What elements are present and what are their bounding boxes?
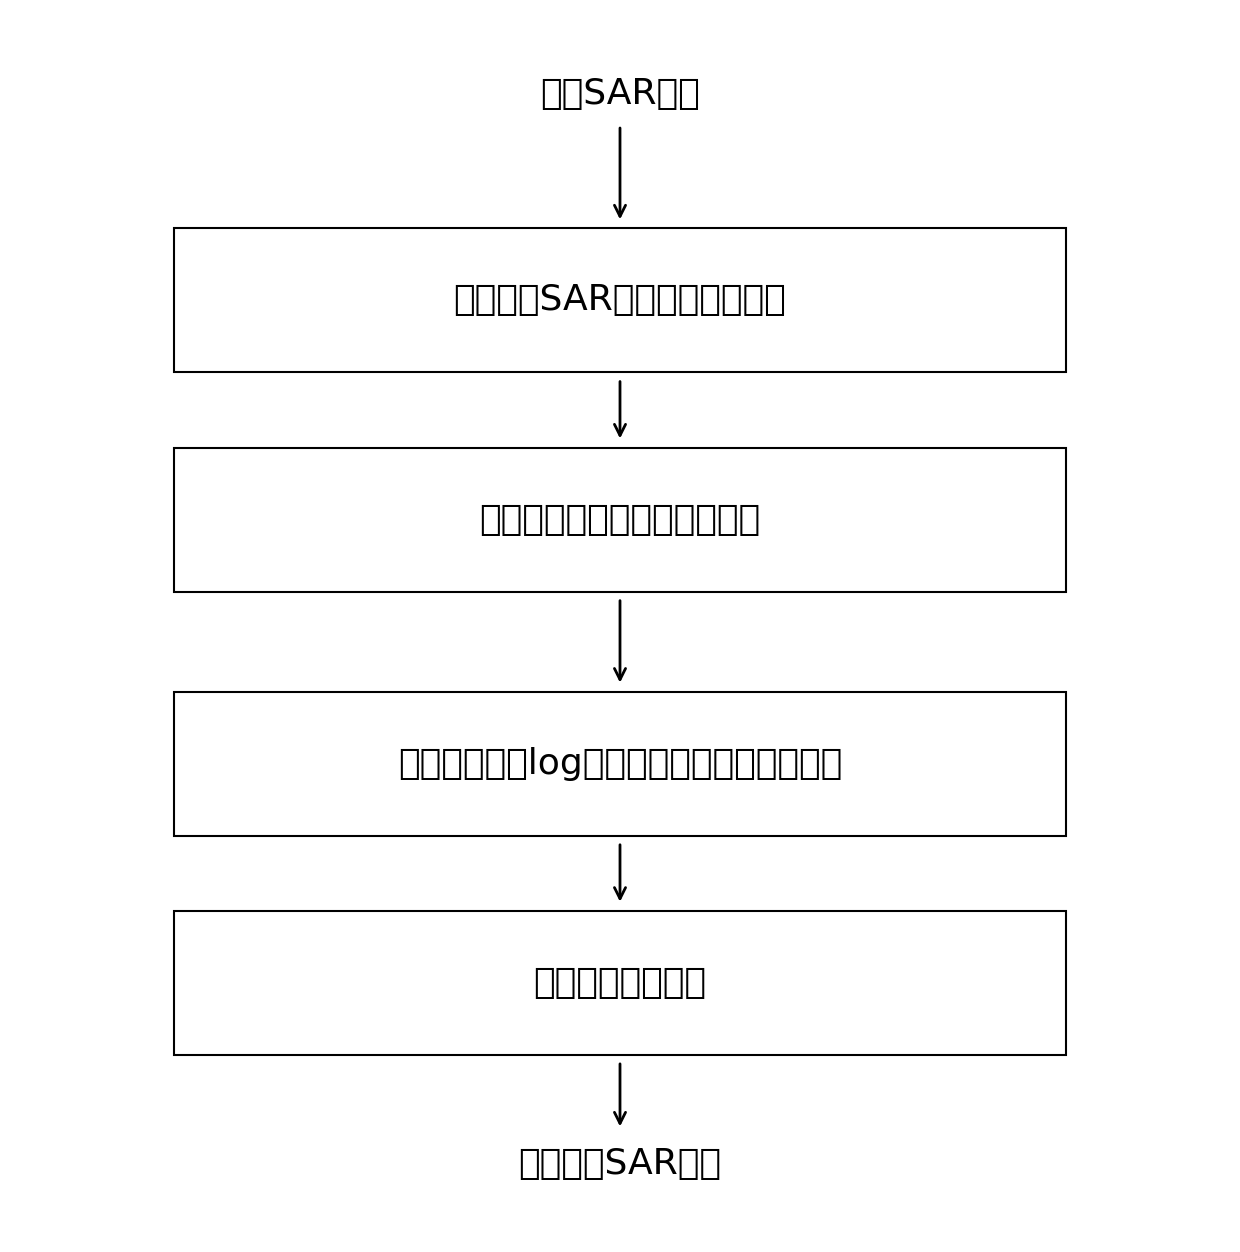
Text: 旁瓣抑制SAR图像: 旁瓣抑制SAR图像 — [518, 1147, 722, 1182]
FancyBboxPatch shape — [174, 911, 1066, 1054]
FancyBboxPatch shape — [174, 228, 1066, 373]
Text: 第二步，建立最优化目标函数: 第二步，建立最优化目标函数 — [480, 502, 760, 537]
Text: 原始SAR图像: 原始SAR图像 — [541, 76, 699, 111]
FancyBboxPatch shape — [174, 448, 1066, 592]
Text: 第三步，基于log稀疏度量的稀疏正则化重构: 第三步，基于log稀疏度量的稀疏正则化重构 — [398, 746, 842, 781]
Text: 第一步，SAR图像稀疏表示模型: 第一步，SAR图像稀疏表示模型 — [454, 283, 786, 318]
Text: 第四步，牛顿迭代: 第四步，牛顿迭代 — [533, 965, 707, 1000]
FancyBboxPatch shape — [174, 691, 1066, 836]
